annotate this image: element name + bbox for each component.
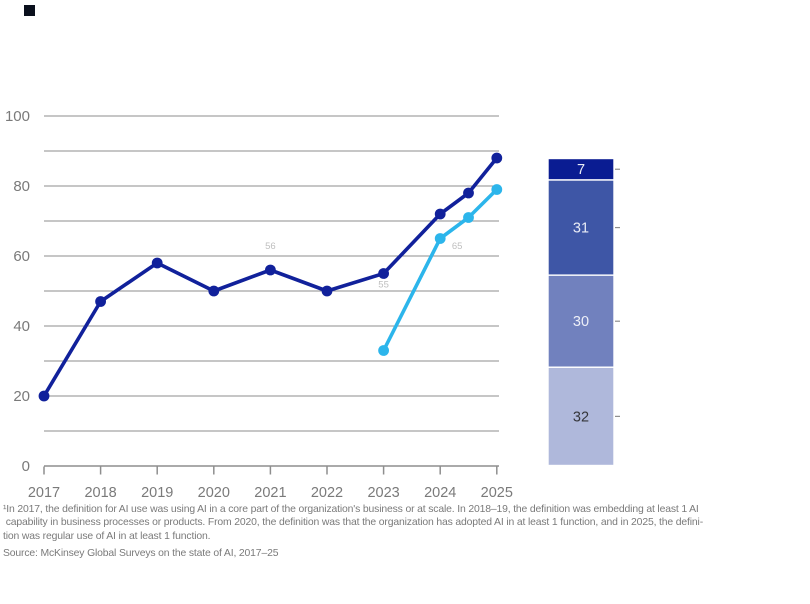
y-axis-label: 80 bbox=[13, 178, 30, 195]
x-axis-label: 2025 bbox=[481, 485, 513, 500]
faint-data-label: 56 bbox=[265, 241, 276, 252]
footnote: ¹In 2017, the definition for AI use was … bbox=[3, 503, 809, 560]
x-axis-label: 2020 bbox=[198, 485, 230, 500]
faint-data-label: 65 bbox=[452, 241, 463, 252]
bar-segment-label: 32 bbox=[573, 409, 589, 425]
bar-segment-label: 31 bbox=[573, 221, 589, 237]
ai-use-point bbox=[491, 152, 503, 164]
x-axis-label: 2017 bbox=[28, 485, 60, 500]
ai-use-point bbox=[434, 208, 446, 220]
y-axis-label: 0 bbox=[22, 458, 30, 475]
y-axis-label: 100 bbox=[5, 108, 30, 125]
footnote-line-2: capability in business processes or prod… bbox=[3, 517, 704, 529]
gen-ai-use-point bbox=[378, 345, 389, 356]
ai-use-point bbox=[378, 268, 389, 279]
x-axis-label: 2024 bbox=[424, 485, 456, 500]
gen-ai-use-point bbox=[434, 233, 446, 244]
x-axis-label: 2022 bbox=[311, 485, 343, 500]
ai-use-point bbox=[463, 187, 474, 199]
ai-use-point bbox=[265, 264, 276, 276]
footnote-line-3: tion was regular use of AI in at least 1… bbox=[3, 530, 211, 542]
bar-segment-label: 30 bbox=[573, 314, 589, 330]
footnote-line-1: ¹In 2017, the definition for AI use was … bbox=[3, 504, 699, 515]
ai-use-point bbox=[208, 285, 220, 297]
exhibit-corner-mark bbox=[24, 5, 35, 16]
bar-segment bbox=[547, 274, 615, 368]
ai-use-point bbox=[321, 285, 333, 297]
x-axis-label: 2018 bbox=[84, 485, 116, 500]
ai-use-point bbox=[95, 296, 106, 307]
gen-ai-use-line bbox=[381, 187, 499, 353]
bar-segment-label: 7 bbox=[577, 162, 585, 178]
x-axis-label: 2019 bbox=[141, 485, 173, 500]
bar-segment bbox=[547, 179, 615, 276]
faint-data-label: 55 bbox=[378, 280, 389, 291]
x-axis-label: 2021 bbox=[254, 485, 286, 500]
gen-ai-use-point bbox=[491, 184, 503, 195]
ai-use-point bbox=[38, 390, 50, 402]
y-axis-label: 20 bbox=[13, 388, 30, 405]
gen-ai-use-point bbox=[463, 212, 474, 223]
ai-use-line bbox=[42, 156, 499, 398]
ai-adoption-line-and-stacked-bar-chart: 0 20 40 60 80 100 2017 2018 2019 2020 2021 2022 2023… bbox=[5, 108, 620, 500]
y-axis-label: 40 bbox=[13, 318, 30, 335]
source-line: Source: McKinsey Global Surveys on the s… bbox=[3, 547, 279, 559]
ai-use-point bbox=[151, 257, 163, 269]
bar-segment bbox=[547, 366, 615, 467]
y-axis-label: 60 bbox=[13, 248, 30, 265]
x-axis-label: 2023 bbox=[367, 485, 399, 500]
